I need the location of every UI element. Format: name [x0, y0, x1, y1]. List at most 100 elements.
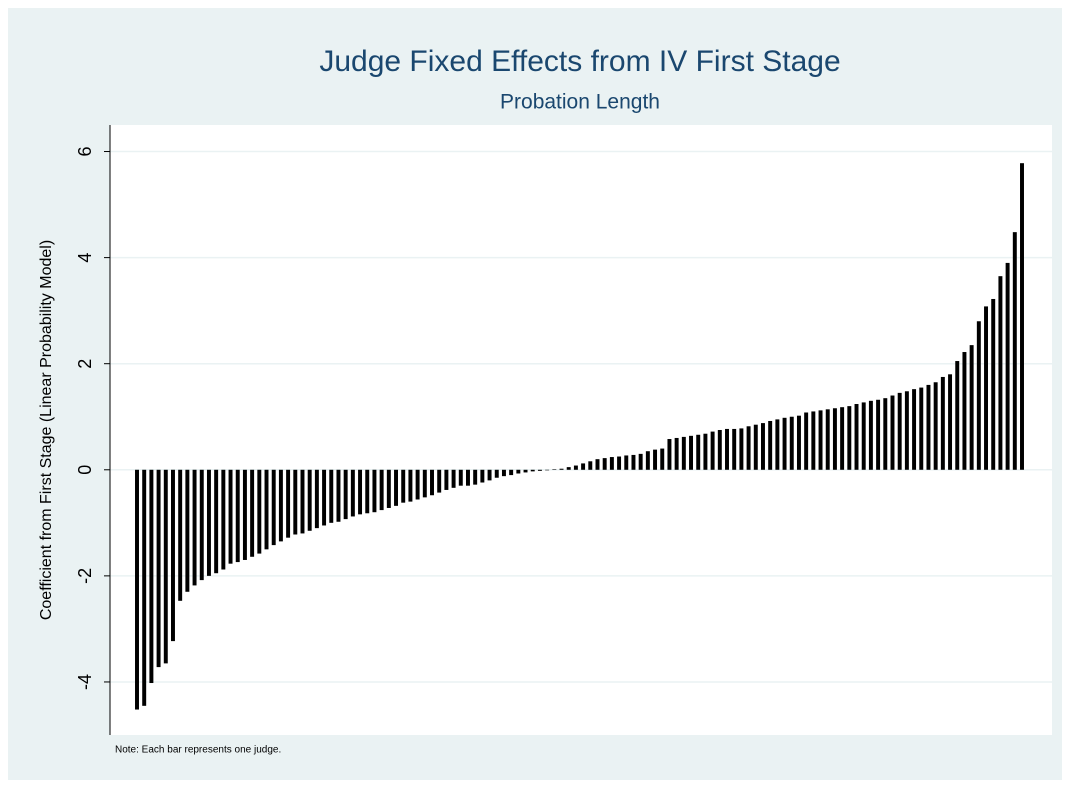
bar — [847, 406, 852, 470]
bar — [818, 410, 823, 470]
bar — [710, 431, 715, 470]
bar — [451, 469, 456, 488]
bar — [422, 469, 427, 498]
bar — [185, 469, 190, 592]
bar — [595, 459, 600, 470]
bar — [379, 469, 384, 511]
bar — [343, 469, 348, 520]
bar — [1020, 163, 1024, 470]
bar — [940, 376, 945, 470]
bar — [681, 436, 686, 470]
bar — [401, 469, 406, 503]
bar — [674, 437, 679, 470]
bar — [775, 419, 780, 470]
bar — [962, 352, 967, 470]
y-axis-label: Coefficient from First Stage (Linear Pro… — [38, 240, 55, 620]
bar — [430, 469, 434, 496]
bar — [624, 455, 629, 470]
bar — [883, 398, 888, 470]
bar — [840, 407, 845, 470]
bar — [789, 416, 794, 470]
bar — [602, 458, 607, 470]
bar — [739, 428, 744, 470]
bar — [617, 456, 622, 470]
bar — [235, 469, 240, 563]
bar — [573, 465, 578, 470]
bar — [278, 469, 283, 542]
bar — [156, 469, 161, 668]
bar — [509, 469, 514, 476]
bar — [501, 469, 506, 477]
bar — [329, 469, 334, 523]
bar — [135, 469, 139, 710]
bar — [991, 298, 996, 470]
bar — [861, 402, 866, 470]
bar — [480, 469, 485, 483]
bar — [228, 469, 233, 564]
bar — [609, 457, 614, 470]
bar — [854, 404, 859, 470]
bar — [645, 451, 650, 470]
bar — [494, 469, 499, 478]
bar — [919, 387, 924, 470]
bar — [336, 469, 341, 522]
bar — [1005, 262, 1010, 470]
bar — [581, 463, 586, 470]
bar — [832, 408, 837, 470]
bar — [667, 439, 672, 470]
bar — [199, 469, 204, 581]
bar — [444, 469, 449, 490]
bar — [926, 384, 931, 470]
bar — [696, 434, 701, 470]
bar — [257, 469, 262, 554]
bar — [365, 469, 370, 514]
bar — [545, 469, 550, 471]
bar — [890, 395, 895, 470]
chart-subtitle: Probation Length — [500, 91, 660, 114]
bar — [825, 409, 830, 470]
y-tick-label: 6 — [75, 147, 95, 157]
bar — [487, 469, 492, 481]
note: Note: Each bar represents one judge. — [115, 745, 281, 756]
bar — [912, 389, 917, 470]
bar — [206, 469, 211, 576]
y-tick-label: -4 — [75, 674, 95, 690]
bar — [689, 435, 694, 470]
bar — [717, 430, 722, 470]
bar — [358, 469, 363, 515]
bar — [732, 428, 737, 470]
bar — [933, 382, 938, 470]
bar — [897, 392, 902, 470]
bar — [394, 469, 399, 506]
bar — [178, 469, 183, 601]
plot-area — [110, 125, 1052, 735]
bar — [638, 453, 643, 470]
bar — [811, 411, 816, 470]
bar — [969, 345, 974, 470]
bar — [322, 469, 327, 526]
bar — [537, 469, 542, 471]
bar — [163, 469, 168, 664]
bar — [796, 415, 801, 470]
bar — [804, 412, 809, 470]
bar — [142, 469, 147, 706]
bar — [473, 469, 478, 485]
bar — [350, 469, 355, 517]
bar — [760, 423, 765, 470]
bar — [782, 417, 787, 470]
bar — [566, 467, 571, 470]
bar — [660, 448, 665, 470]
y-tick-label: 0 — [75, 465, 95, 475]
bar — [250, 469, 255, 557]
bar — [868, 400, 873, 470]
bar — [149, 469, 154, 684]
bar — [408, 469, 413, 502]
bar — [293, 469, 298, 535]
bar — [221, 469, 226, 570]
bar — [703, 433, 708, 470]
bar — [170, 469, 175, 642]
bar — [516, 469, 521, 474]
bar — [214, 469, 219, 574]
bar — [753, 424, 758, 470]
bar — [192, 469, 197, 586]
